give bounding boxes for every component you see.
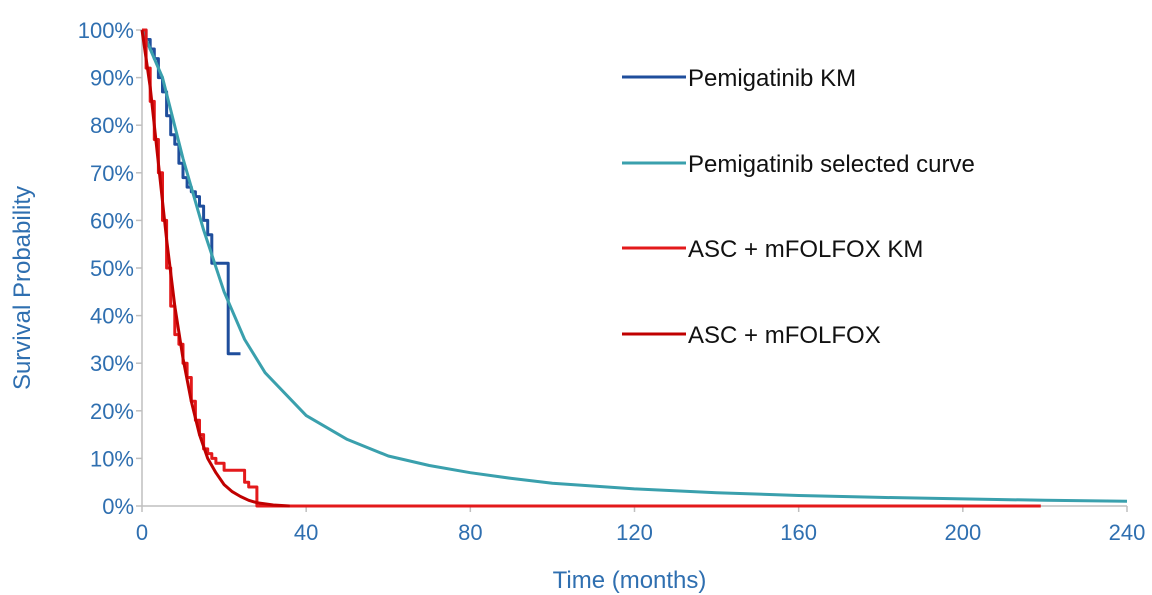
asc-mfolfox-km-line <box>142 28 1041 508</box>
y-tick-label: 10% <box>90 446 134 471</box>
series-lines <box>140 28 1128 508</box>
x-tick-label: 80 <box>458 520 482 545</box>
x-tick-label: 120 <box>616 520 653 545</box>
x-tick-label: 160 <box>780 520 817 545</box>
axes: 0% 10% 20% 30% 40% 50% 60% 70% 80% 90% 100% 0 40 80 1… <box>78 18 1146 545</box>
x-tick-label: 0 <box>136 520 148 545</box>
asc-mfolfox-curve-line <box>140 29 290 508</box>
y-axis-title: Survival Probability <box>9 186 36 390</box>
legend-label: ASC + mFOLFOX KM <box>688 236 923 263</box>
y-tick-label: 30% <box>90 351 134 376</box>
x-tick-label: 40 <box>294 520 318 545</box>
y-axis-ticks: 0% 10% 20% 30% 40% 50% 60% 70% 80% 90% 100% <box>78 18 142 519</box>
y-tick-label: 100% <box>78 18 134 43</box>
legend-item-asc-mfolfox-km: ASC + mFOLFOX KM <box>622 236 923 263</box>
y-tick-label: 60% <box>90 208 134 233</box>
y-tick-label: 50% <box>90 256 134 281</box>
legend-label: Pemigatinib KM <box>688 65 856 92</box>
x-axis-ticks: 0 40 80 120 160 200 240 <box>136 506 1145 545</box>
x-tick-label: 200 <box>944 520 981 545</box>
legend-label: ASC + mFOLFOX <box>688 322 881 349</box>
y-tick-label: 40% <box>90 304 134 329</box>
x-axis-title: Time (months) <box>553 567 707 594</box>
y-tick-label: 0% <box>102 494 134 519</box>
x-tick-label: 240 <box>1109 520 1146 545</box>
y-tick-label: 80% <box>90 113 134 138</box>
y-tick-label: 20% <box>90 399 134 424</box>
legend-item-pemigatinib-km: Pemigatinib KM <box>622 65 856 92</box>
legend: Pemigatinib KM Pemigatinib selected curve… <box>622 65 975 349</box>
legend-item-asc-mfolfox: ASC + mFOLFOX <box>622 322 881 349</box>
legend-item-pemigatinib-selected-curve: Pemigatinib selected curve <box>622 151 975 178</box>
legend-label: Pemigatinib selected curve <box>688 151 975 178</box>
y-tick-label: 70% <box>90 161 134 186</box>
pemigatinib-selected-curve-line <box>140 29 1128 503</box>
y-tick-label: 90% <box>90 66 134 91</box>
